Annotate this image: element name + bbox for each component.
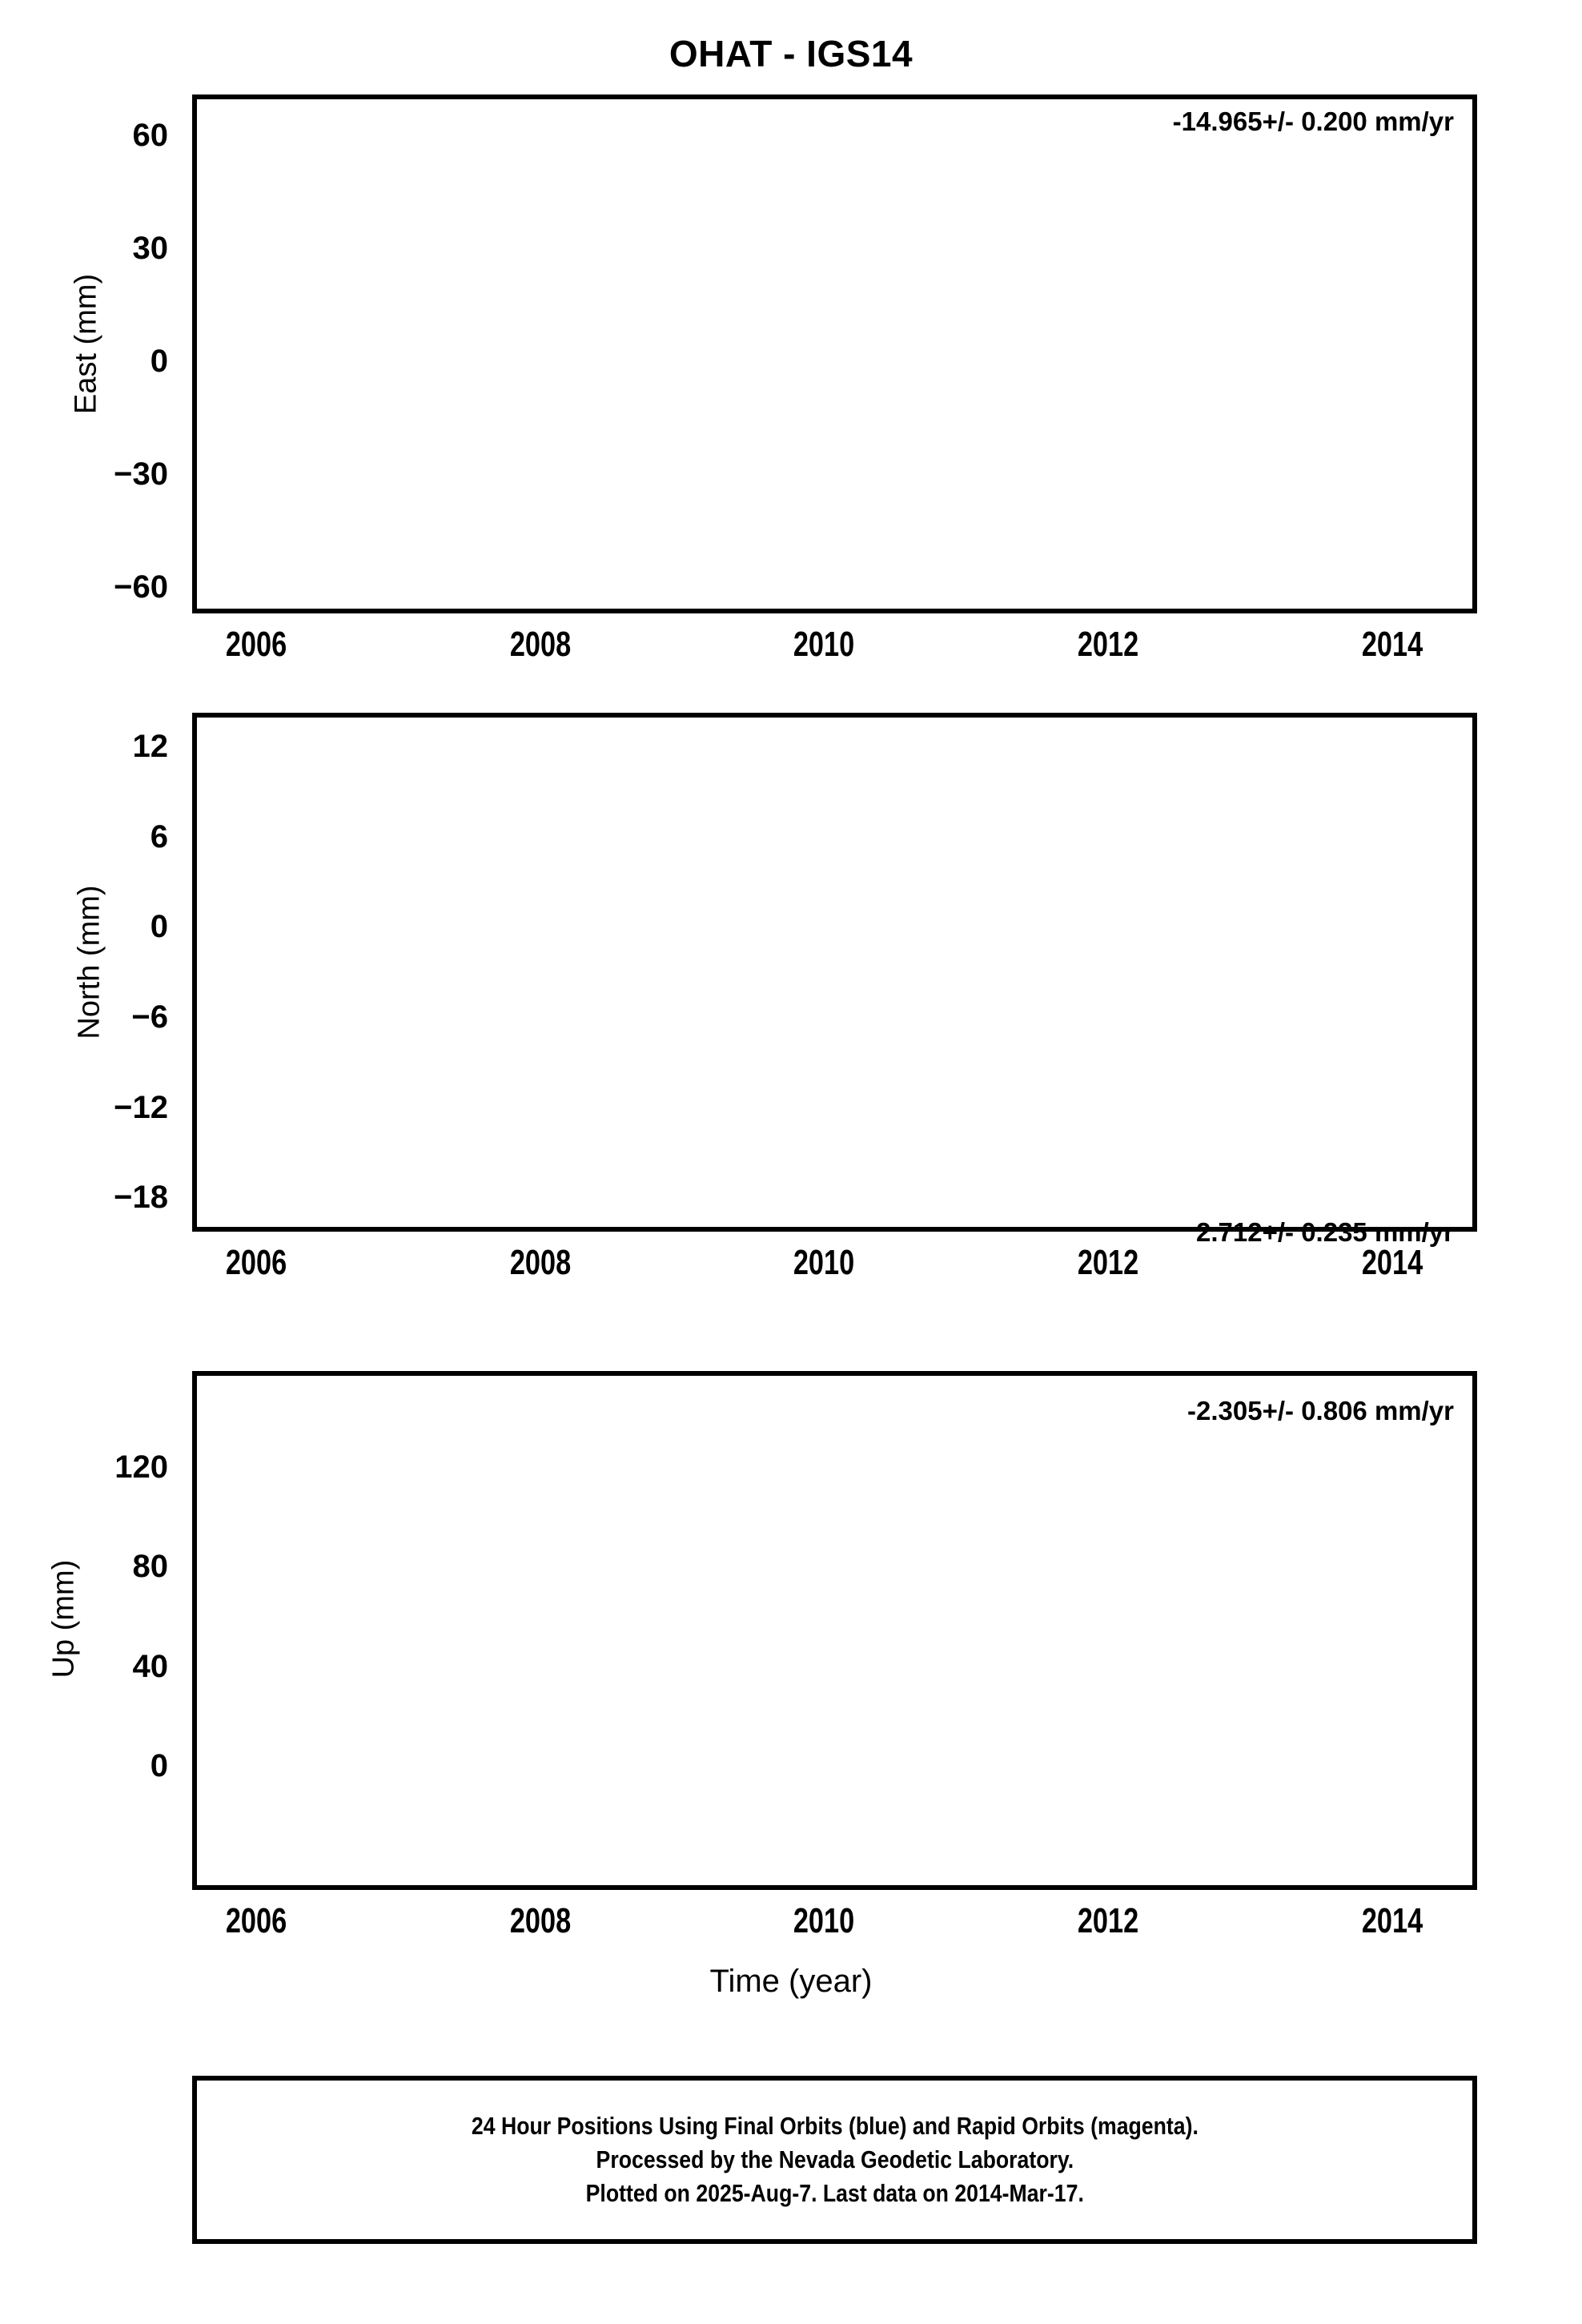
x-axis-title: Time (year) <box>709 1964 873 1999</box>
panel-up-frame <box>192 1371 1477 1890</box>
caption-line-2: Processed by the Nevada Geodetic Laborat… <box>596 2145 1074 2174</box>
east-ytick-label: −60 <box>114 569 168 605</box>
up-xtick-label: 2006 <box>225 1901 287 1940</box>
up-axis-label: Up (mm) <box>46 1559 81 1679</box>
north-xtick-label: 2008 <box>509 1243 571 1282</box>
panel-east <box>192 94 1477 613</box>
caption-box: 24 Hour Positions Using Final Orbits (bl… <box>192 2076 1477 2244</box>
east-rate-annotation: -14.965+/- 0.200 mm/yr <box>1172 107 1454 136</box>
north-ytick-label: 0 <box>150 909 168 945</box>
east-ytick-label: 30 <box>132 231 169 267</box>
caption-line-1: 24 Hour Positions Using Final Orbits (bl… <box>471 2112 1199 2141</box>
east-xtick-label: 2006 <box>225 625 287 664</box>
up-xtick-label: 2010 <box>793 1901 855 1940</box>
north-xtick-label: 2006 <box>225 1243 287 1282</box>
caption-line-3: Plotted on 2025-Aug-7. Last data on 2014… <box>585 2178 1084 2207</box>
page-title: OHAT - IGS14 <box>669 33 913 74</box>
panel-north <box>192 713 1477 1232</box>
up-ytick-label: 0 <box>150 1748 168 1784</box>
up-ytick-label: 80 <box>132 1549 169 1585</box>
east-xtick-label: 2012 <box>1077 625 1139 664</box>
north-xtick-label: 2012 <box>1077 1243 1139 1282</box>
north-ytick-label: −18 <box>114 1180 168 1216</box>
east-ytick-label: 60 <box>132 118 169 154</box>
north-axis-label: North (mm) <box>72 885 106 1039</box>
north-ytick-label: −12 <box>114 1089 168 1125</box>
east-xtick-label: 2014 <box>1361 625 1423 664</box>
north-xtick-label: 2010 <box>793 1243 855 1282</box>
east-xtick-label: 2010 <box>793 625 855 664</box>
up-xtick-label: 2014 <box>1361 1901 1423 1940</box>
panel-north-frame <box>192 713 1477 1232</box>
up-ytick-label: 40 <box>132 1648 169 1684</box>
panel-up <box>192 1371 1477 1890</box>
north-ytick-label: −6 <box>131 999 168 1035</box>
north-rate-annotation: 2.712+/- 0.235 mm/yr <box>1196 1217 1454 1247</box>
east-xtick-label: 2008 <box>509 625 571 664</box>
east-ytick-label: −30 <box>114 456 168 492</box>
north-xtick-label: 2014 <box>1361 1243 1423 1282</box>
up-xtick-label: 2008 <box>509 1901 571 1940</box>
up-xtick-label: 2012 <box>1077 1901 1139 1940</box>
up-ytick-label: 120 <box>114 1449 168 1485</box>
north-ytick-label: 6 <box>150 818 168 854</box>
east-ytick-label: 0 <box>150 344 168 380</box>
up-rate-annotation: -2.305+/- 0.806 mm/yr <box>1187 1396 1454 1425</box>
panel-east-frame <box>192 94 1477 613</box>
north-ytick-label: 12 <box>132 728 169 764</box>
